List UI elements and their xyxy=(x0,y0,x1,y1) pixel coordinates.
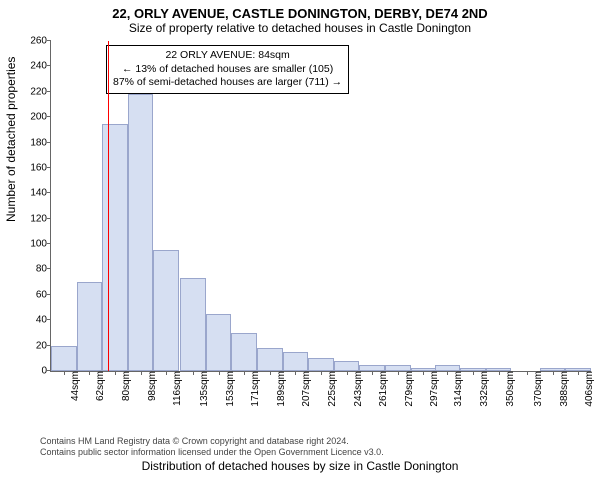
xtick-label: 44sqm xyxy=(68,371,81,401)
ytick-label: 160 xyxy=(17,162,51,173)
ytick-mark xyxy=(47,40,51,41)
xtick-mark xyxy=(141,371,142,375)
xtick-mark xyxy=(347,371,348,375)
plot-container: Number of detached properties 22 ORLY AV… xyxy=(0,37,600,432)
y-axis-label: Number of detached properties xyxy=(4,57,18,222)
xtick-mark xyxy=(89,371,90,375)
xtick-label: 80sqm xyxy=(119,371,132,401)
xtick-label: 370sqm xyxy=(531,371,544,407)
histogram-bar xyxy=(334,361,360,371)
chart-title-main: 22, ORLY AVENUE, CASTLE DONINGTON, DERBY… xyxy=(0,0,600,21)
annotation-box: 22 ORLY AVENUE: 84sqm ← 13% of detached … xyxy=(106,45,349,94)
xtick-mark xyxy=(423,371,424,375)
xtick-label: 388sqm xyxy=(557,371,570,407)
ytick-mark xyxy=(47,167,51,168)
xtick-mark xyxy=(166,371,167,375)
histogram-bar xyxy=(153,250,179,371)
ytick-label: 60 xyxy=(17,289,51,300)
ytick-label: 200 xyxy=(17,112,51,123)
ytick-mark xyxy=(47,218,51,219)
xtick-label: 261sqm xyxy=(376,371,389,407)
ytick-label: 0 xyxy=(17,366,51,377)
xtick-mark xyxy=(527,371,528,375)
ytick-mark xyxy=(47,319,51,320)
ytick-mark xyxy=(47,243,51,244)
xtick-mark xyxy=(270,371,271,375)
ytick-mark xyxy=(47,116,51,117)
xtick-label: 279sqm xyxy=(402,371,415,407)
chart-title-sub: Size of property relative to detached ho… xyxy=(0,21,600,37)
xtick-mark xyxy=(295,371,296,375)
histogram-bar xyxy=(77,282,103,371)
xtick-mark xyxy=(244,371,245,375)
ytick-mark xyxy=(47,268,51,269)
ytick-mark xyxy=(47,192,51,193)
histogram-bar xyxy=(308,358,334,371)
xtick-mark xyxy=(321,371,322,375)
xtick-mark xyxy=(398,371,399,375)
xtick-label: 171sqm xyxy=(248,371,261,407)
xtick-label: 332sqm xyxy=(477,371,490,407)
ytick-label: 120 xyxy=(17,213,51,224)
histogram-bar xyxy=(206,314,232,371)
ytick-mark xyxy=(47,65,51,66)
xtick-mark xyxy=(64,371,65,375)
xtick-label: 314sqm xyxy=(451,371,464,407)
xtick-label: 243sqm xyxy=(351,371,364,407)
xtick-label: 350sqm xyxy=(503,371,516,407)
ytick-label: 180 xyxy=(17,137,51,148)
ytick-label: 260 xyxy=(17,36,51,47)
annotation-line3: 87% of semi-detached houses are larger (… xyxy=(113,76,342,90)
xtick-mark xyxy=(499,371,500,375)
xtick-label: 98sqm xyxy=(145,371,158,401)
xtick-mark xyxy=(372,371,373,375)
histogram-bar xyxy=(231,333,257,371)
ytick-mark xyxy=(47,91,51,92)
xtick-mark xyxy=(193,371,194,375)
ytick-label: 40 xyxy=(17,315,51,326)
xtick-label: 406sqm xyxy=(582,371,595,407)
x-axis-label: Distribution of detached houses by size … xyxy=(0,415,600,473)
xtick-label: 135sqm xyxy=(197,371,210,407)
histogram-bar xyxy=(128,94,154,371)
xtick-mark xyxy=(447,371,448,375)
ytick-mark xyxy=(47,142,51,143)
ytick-label: 220 xyxy=(17,86,51,97)
xtick-label: 207sqm xyxy=(299,371,312,407)
marker-line xyxy=(108,41,110,371)
ytick-label: 100 xyxy=(17,239,51,250)
histogram-bar xyxy=(180,278,206,371)
histogram-bar xyxy=(283,352,309,371)
ytick-label: 140 xyxy=(17,188,51,199)
xtick-label: 297sqm xyxy=(427,371,440,407)
xtick-label: 225sqm xyxy=(325,371,338,407)
ytick-mark xyxy=(47,294,51,295)
ytick-label: 240 xyxy=(17,61,51,72)
xtick-mark xyxy=(219,371,220,375)
xtick-label: 62sqm xyxy=(93,371,106,401)
xtick-label: 116sqm xyxy=(170,371,183,406)
histogram-bar xyxy=(51,346,77,371)
xtick-label: 153sqm xyxy=(223,371,236,407)
xtick-mark xyxy=(115,371,116,375)
ytick-label: 80 xyxy=(17,264,51,275)
xtick-mark xyxy=(578,371,579,375)
histogram-bar xyxy=(257,348,283,371)
annotation-line2: ← 13% of detached houses are smaller (10… xyxy=(113,63,342,77)
plot-area: 22 ORLY AVENUE: 84sqm ← 13% of detached … xyxy=(50,41,591,372)
xtick-mark xyxy=(473,371,474,375)
annotation-line1: 22 ORLY AVENUE: 84sqm xyxy=(113,49,342,63)
histogram-bar xyxy=(102,124,128,372)
ytick-label: 20 xyxy=(17,340,51,351)
xtick-label: 189sqm xyxy=(274,371,287,407)
xtick-mark xyxy=(553,371,554,375)
